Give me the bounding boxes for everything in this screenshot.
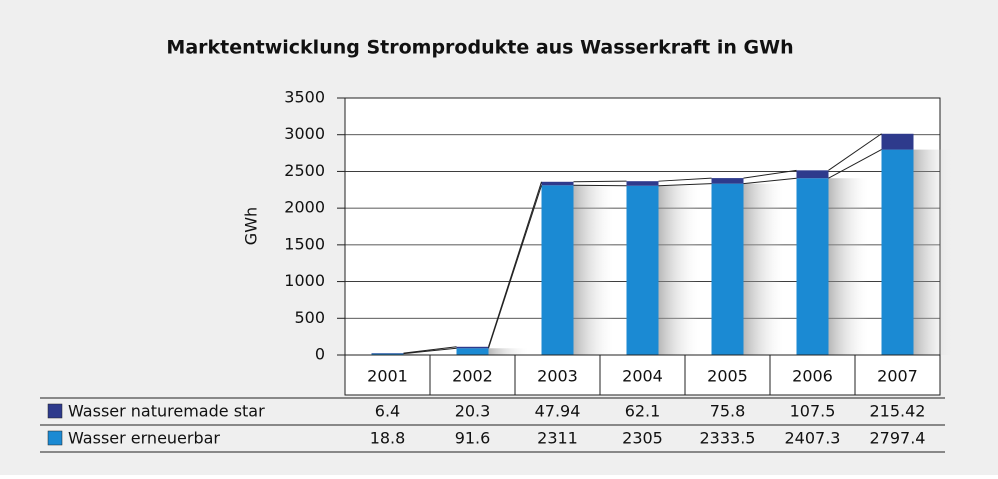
- bar: [712, 178, 744, 184]
- y-tick-label: 3000: [284, 124, 325, 143]
- bar: [627, 186, 659, 355]
- x-tick-label: 2006: [792, 367, 833, 386]
- x-tick-label: 2001: [367, 367, 408, 386]
- bar: [882, 150, 914, 355]
- bar: [457, 348, 489, 355]
- bar: [542, 182, 574, 186]
- table-value: 2333.5: [700, 429, 756, 448]
- y-tick-label: 500: [294, 308, 325, 327]
- table-value: 18.8: [370, 429, 406, 448]
- bar-shadow: [659, 186, 699, 355]
- x-tick-label: 2004: [622, 367, 663, 386]
- table-value: 2407.3: [785, 429, 841, 448]
- bar-shadow: [914, 150, 954, 355]
- y-tick-label: 2000: [284, 198, 325, 217]
- bar-shadow: [829, 178, 869, 355]
- table-value: 75.8: [710, 402, 746, 421]
- y-axis-label: GWh: [242, 207, 261, 245]
- legend-label: Wasser naturemade star: [68, 402, 265, 421]
- y-tick-label: 1000: [284, 271, 325, 290]
- legend-swatch: [48, 431, 62, 445]
- x-tick-label: 2005: [707, 367, 748, 386]
- table-value: 91.6: [455, 429, 491, 448]
- bar: [627, 181, 659, 186]
- y-tick-label: 1500: [284, 234, 325, 253]
- table-value: 2311: [537, 429, 578, 448]
- table-value: 20.3: [455, 402, 491, 421]
- chart-title: Marktentwicklung Stromprodukte aus Wasse…: [166, 37, 793, 59]
- bar-shadow: [744, 184, 784, 355]
- table-value: 215.42: [870, 402, 926, 421]
- legend-swatch: [48, 404, 62, 418]
- series-line: [574, 181, 627, 182]
- x-tick-label: 2003: [537, 367, 578, 386]
- y-tick-label: 3500: [284, 88, 325, 107]
- bar: [882, 134, 914, 150]
- legend-label: Wasser erneuerbar: [68, 429, 220, 448]
- bar: [712, 184, 744, 355]
- y-tick-label: 2500: [284, 161, 325, 180]
- table-value: 62.1: [625, 402, 661, 421]
- x-tick-label: 2007: [877, 367, 918, 386]
- bar: [797, 170, 829, 178]
- bar-shadow: [574, 185, 614, 355]
- y-tick-label: 0: [315, 345, 325, 364]
- x-tick-label: 2002: [452, 367, 493, 386]
- bar: [797, 178, 829, 355]
- table-value: 107.5: [790, 402, 836, 421]
- bar: [542, 185, 574, 355]
- bar-shadow: [489, 348, 529, 355]
- table-value: 47.94: [535, 402, 581, 421]
- table-value: 2797.4: [870, 429, 926, 448]
- table-value: 2305: [622, 429, 663, 448]
- bar: [457, 347, 489, 348]
- table-value: 6.4: [375, 402, 400, 421]
